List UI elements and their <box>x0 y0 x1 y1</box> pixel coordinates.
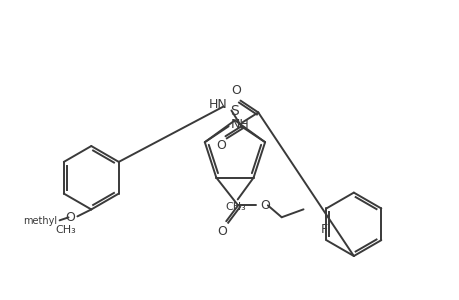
Text: F: F <box>320 223 327 236</box>
Text: S: S <box>230 104 239 118</box>
Text: methyl: methyl <box>23 216 57 226</box>
Text: O: O <box>231 84 241 97</box>
Text: O: O <box>259 199 269 212</box>
Text: CH₃: CH₃ <box>225 202 246 212</box>
Text: O: O <box>217 225 227 238</box>
Text: NH: NH <box>230 118 249 131</box>
Text: CH₃: CH₃ <box>55 225 76 235</box>
Text: O: O <box>66 211 75 224</box>
Text: HN: HN <box>208 98 227 111</box>
Text: O: O <box>216 139 226 152</box>
